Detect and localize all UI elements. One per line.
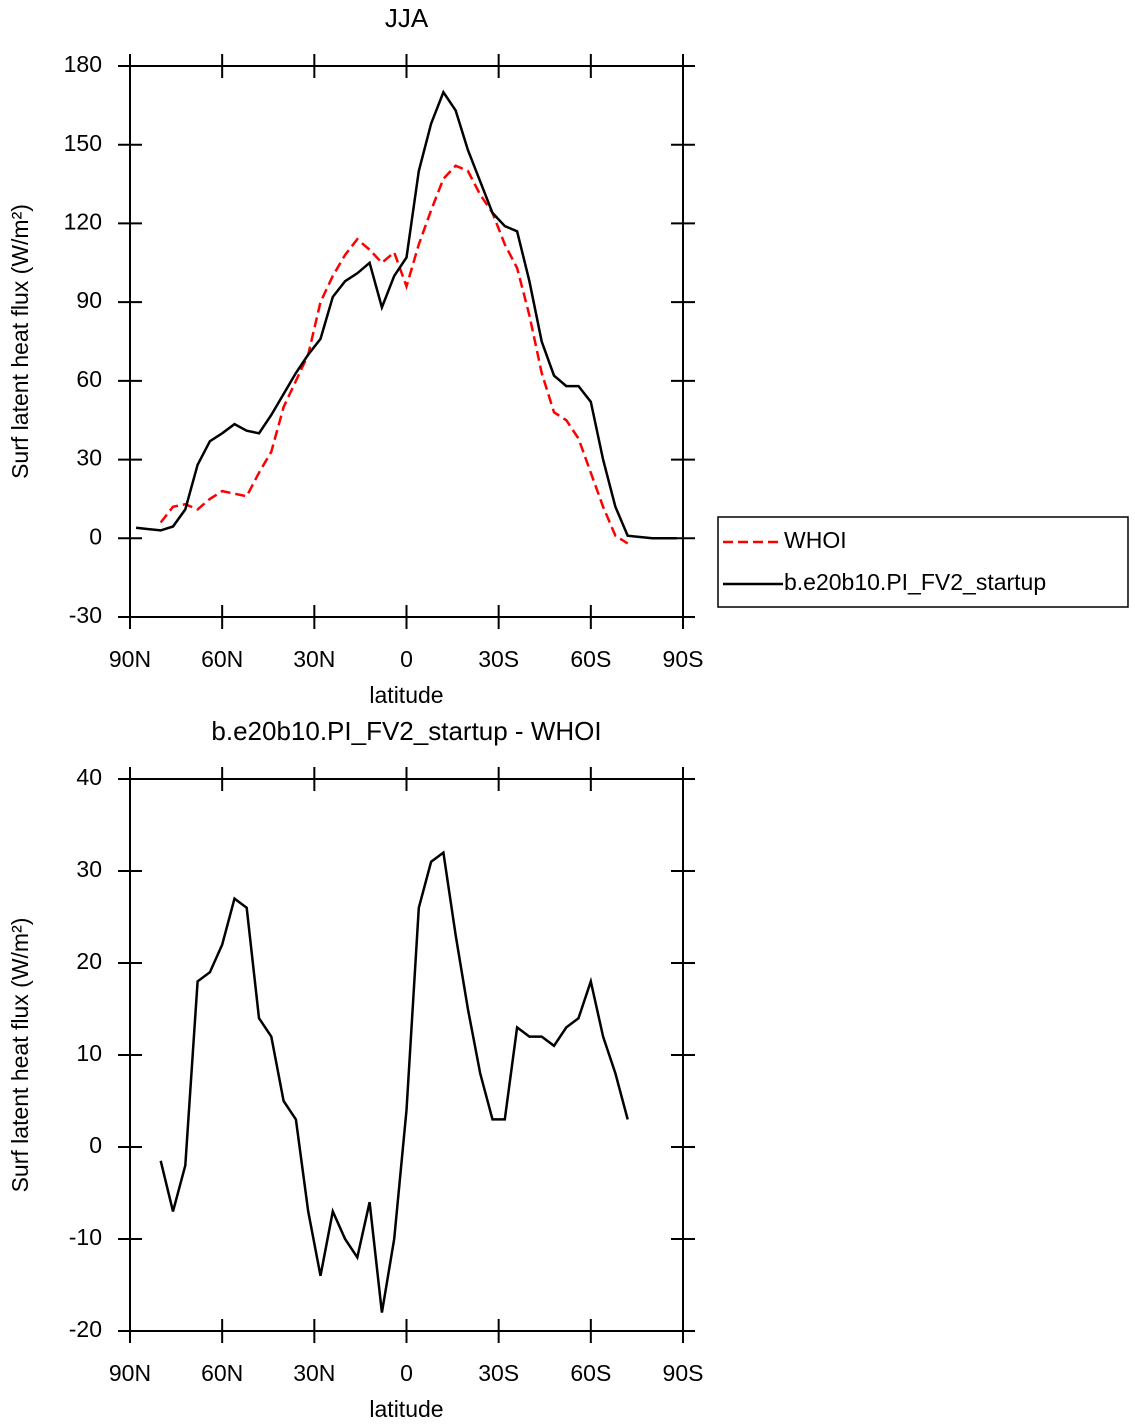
legend-label: WHOI bbox=[784, 527, 847, 553]
legend-label: b.e20b10.PI_FV2_startup bbox=[784, 569, 1046, 595]
y-tick-label: 30 bbox=[76, 445, 102, 471]
y-tick-label: -30 bbox=[69, 602, 102, 628]
plot-frame bbox=[129, 778, 684, 1332]
y-tick-label: 10 bbox=[76, 1040, 102, 1066]
series-line bbox=[159, 164, 629, 545]
chart-title: JJA bbox=[385, 3, 429, 33]
y-tick-label: 60 bbox=[76, 366, 102, 392]
x-tick-label: 30N bbox=[293, 646, 335, 672]
chart-title: b.e20b10.PI_FV2_startup - WHOI bbox=[211, 716, 601, 746]
x-tick-label: 90S bbox=[663, 1360, 704, 1386]
x-tick-label: 90N bbox=[109, 646, 151, 672]
y-tick-label: 20 bbox=[76, 948, 102, 974]
x-tick-label: 60N bbox=[201, 646, 243, 672]
y-axis-label: Surf latent heat flux (W/m²) bbox=[7, 918, 33, 1193]
x-axis-label: latitude bbox=[369, 1396, 443, 1422]
x-tick-label: 60N bbox=[201, 1360, 243, 1386]
y-tick-label: -10 bbox=[69, 1224, 102, 1250]
y-tick-label: 120 bbox=[64, 209, 102, 235]
x-tick-label: 90S bbox=[663, 646, 704, 672]
series-line bbox=[159, 850, 629, 1313]
y-tick-label: 30 bbox=[76, 856, 102, 882]
y-tick-label: -20 bbox=[69, 1316, 102, 1342]
y-axis-label: Surf latent heat flux (W/m²) bbox=[7, 204, 33, 479]
y-tick-label: 0 bbox=[89, 523, 102, 549]
x-tick-label: 30S bbox=[478, 646, 519, 672]
series-line bbox=[135, 89, 677, 540]
x-tick-label: 30S bbox=[478, 1360, 519, 1386]
legend-box bbox=[717, 516, 1129, 608]
x-axis-label: latitude bbox=[369, 682, 443, 708]
x-tick-label: 30N bbox=[293, 1360, 335, 1386]
y-tick-label: 40 bbox=[76, 764, 102, 790]
y-tick-label: 90 bbox=[76, 287, 102, 313]
y-tick-label: 180 bbox=[64, 51, 102, 77]
x-tick-label: 60S bbox=[570, 646, 611, 672]
y-tick-label: 0 bbox=[89, 1132, 102, 1158]
plot-frame bbox=[129, 65, 684, 618]
x-tick-label: 90N bbox=[109, 1360, 151, 1386]
y-tick-label: 150 bbox=[64, 130, 102, 156]
x-tick-label: 60S bbox=[570, 1360, 611, 1386]
x-tick-label: 0 bbox=[400, 1360, 413, 1386]
x-tick-label: 0 bbox=[400, 646, 413, 672]
